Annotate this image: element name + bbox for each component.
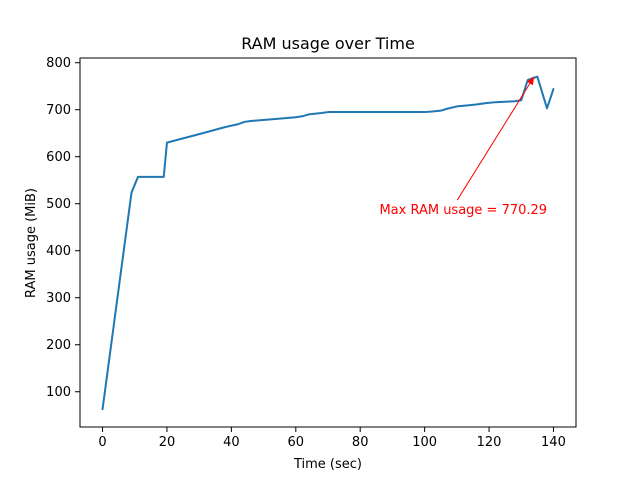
plot-area: Max RAM usage = 770.29 0 20 40 60 80 100 120 140…: [46, 56, 577, 450]
x-tick-label: 100: [412, 435, 437, 450]
y-tick-label: 800: [46, 56, 71, 71]
x-tick-label: 40: [223, 435, 240, 450]
y-tick-label: 400: [46, 244, 71, 259]
axes-frame: [79, 57, 577, 428]
x-tick-label: 80: [352, 435, 369, 450]
x-tick-label: 20: [159, 435, 176, 450]
annotation-label: Max RAM usage = 770.29: [379, 203, 547, 218]
x-tick-label: 140: [541, 435, 566, 450]
y-tick-label: 300: [46, 291, 71, 306]
annotation-arrow-line: [456, 76, 535, 201]
y-tick-label: 600: [46, 150, 71, 165]
x-tick-label: 120: [477, 435, 502, 450]
x-axis-label: Time (sec): [293, 457, 362, 472]
y-axis-label: RAM usage (MiB): [24, 188, 39, 298]
annotation-arrow-head: [526, 76, 535, 86]
chart-title: RAM usage over Time: [241, 34, 415, 53]
x-tick-label: 60: [288, 435, 305, 450]
y-tick-label: 200: [46, 338, 71, 353]
x-tick-label: 0: [98, 435, 106, 450]
y-tick-label: 500: [46, 197, 71, 212]
y-tick-label: 700: [46, 103, 71, 118]
y-tick-label: 100: [46, 385, 71, 400]
